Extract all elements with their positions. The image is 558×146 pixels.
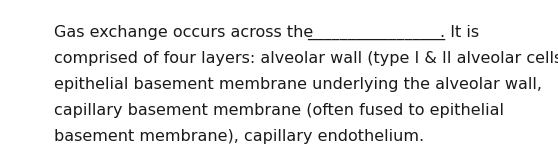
Text: epithelial basement membrane underlying the alveolar wall,: epithelial basement membrane underlying … (54, 77, 542, 92)
Text: basement membrane), capillary endothelium.: basement membrane), capillary endotheliu… (54, 129, 424, 144)
Text: Gas exchange occurs across the: Gas exchange occurs across the (54, 25, 318, 40)
Text: comprised of four layers: alveolar wall (type I & II alveolar cells),: comprised of four layers: alveolar wall … (54, 51, 558, 66)
Text: _________________: _________________ (307, 25, 445, 40)
Text: . It is: . It is (440, 25, 479, 40)
Text: capillary basement membrane (often fused to epithelial: capillary basement membrane (often fused… (54, 103, 504, 118)
